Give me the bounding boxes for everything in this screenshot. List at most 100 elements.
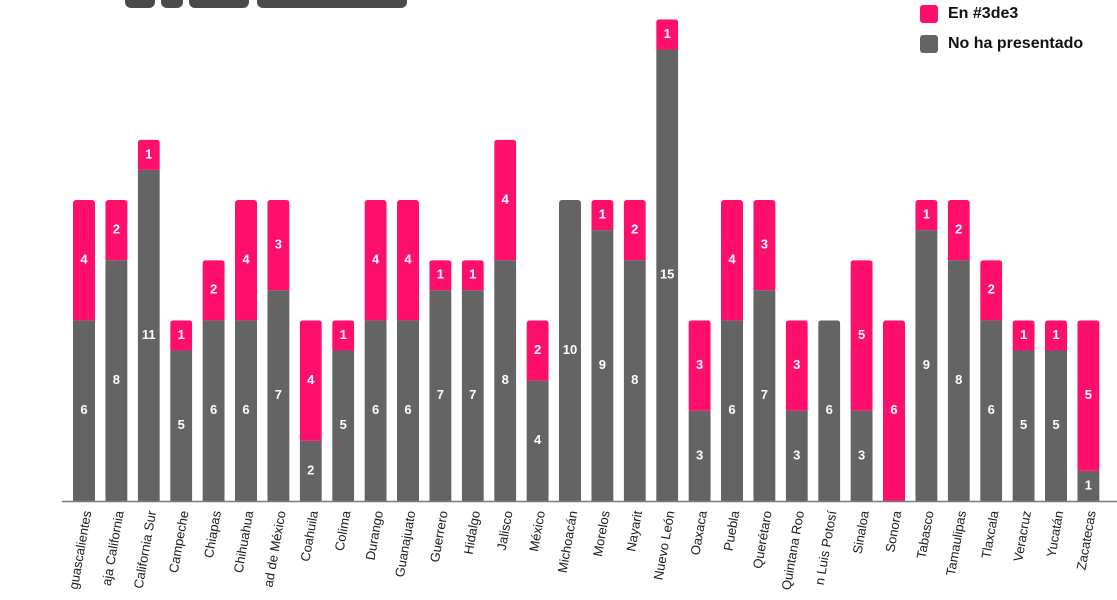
bar-declared — [591, 200, 614, 231]
bar-pending — [267, 290, 290, 501]
bar-label-pending: 6 — [210, 402, 217, 417]
legend-label-pending: No ha presentado — [948, 35, 1084, 52]
bar-pending — [170, 350, 193, 501]
bar-label-declared: 1 — [469, 267, 476, 282]
bar-label-pending: 7 — [469, 387, 476, 402]
bar-stack — [267, 200, 290, 501]
x-tick-label: Oaxaca — [687, 509, 710, 556]
bar-label-pending: 7 — [275, 387, 282, 402]
bar-stack — [461, 260, 484, 501]
bar-declared — [494, 139, 517, 261]
bar-declared — [915, 200, 938, 231]
bar-label-declared: 1 — [1020, 327, 1027, 342]
bar-label-pending: 4 — [534, 432, 542, 447]
bar-pending — [559, 200, 581, 501]
bar-label-declared: 1 — [178, 327, 185, 342]
bar-label-declared: 4 — [242, 252, 250, 267]
x-tick-label: Campeche — [166, 510, 192, 575]
bar-declared — [688, 320, 711, 411]
bar-declared — [235, 200, 257, 321]
bar-label-pending: 9 — [599, 357, 606, 372]
bar-stack — [494, 139, 517, 501]
bar-label-declared: 2 — [631, 222, 638, 237]
x-tick-label: Colima — [332, 509, 354, 552]
bar-stack — [397, 200, 419, 501]
bar-label-pending: 3 — [696, 447, 703, 462]
x-tick-label: California Sur — [131, 509, 160, 590]
bar-label-declared: 2 — [955, 222, 962, 237]
bar-pending — [591, 230, 614, 501]
x-tick-label: Puebla — [721, 509, 743, 552]
bar-stack — [591, 200, 614, 501]
bar-declared — [429, 260, 452, 291]
bar-pending — [235, 320, 257, 501]
x-tick-label: Guanajuato — [392, 510, 418, 579]
x-tick-label: Tamaulipas — [943, 509, 969, 577]
bar-pending — [980, 320, 1003, 501]
legend-item-declared: En #3de3 — [920, 4, 1083, 24]
bar-label-declared: 2 — [113, 222, 120, 237]
bar-pending — [1077, 470, 1100, 501]
bar-stack — [202, 260, 225, 501]
bar-stack — [850, 260, 873, 501]
bar-pending — [753, 290, 776, 501]
bar-declared — [850, 260, 873, 411]
x-tick-label: Guerrero — [427, 510, 451, 564]
bar-label-declared: 1 — [437, 267, 444, 282]
bar-declared — [623, 200, 646, 261]
x-tick-label: Quintana Roo — [778, 510, 807, 592]
bar-declared — [980, 260, 1003, 321]
bar-declared — [721, 200, 743, 321]
bar-label-pending: 5 — [1052, 417, 1059, 432]
x-tick-label: ad de México — [261, 510, 289, 589]
bar-label-declared: 4 — [307, 372, 315, 387]
bar-stack — [1045, 320, 1067, 501]
bar-declared — [299, 320, 322, 441]
bar-label-pending: 7 — [761, 387, 768, 402]
bar-label-pending: 3 — [793, 447, 800, 462]
bar-label-declared: 3 — [793, 357, 800, 372]
bar-label-pending: 5 — [340, 417, 347, 432]
bar-label-declared: 2 — [988, 282, 995, 297]
x-tick-label: Veracruz — [1010, 510, 1034, 563]
legend-label-declared: En #3de3 — [948, 5, 1019, 22]
bar-stack — [299, 320, 322, 501]
bar-declared — [947, 200, 970, 261]
bar-declared — [785, 320, 808, 411]
bar-stack — [753, 200, 776, 501]
bar-declared — [656, 19, 679, 50]
x-tick-label: Jalisco — [494, 510, 516, 552]
bar-pending — [721, 320, 743, 501]
bar-pending — [494, 260, 517, 501]
bar-stack — [656, 19, 679, 501]
bar-label-declared: 4 — [502, 191, 510, 206]
bar-stack — [559, 200, 581, 501]
bar-label-declared: 1 — [1052, 327, 1059, 342]
x-tick-label: Morelos — [590, 509, 613, 558]
bar-label-pending: 1 — [1085, 477, 1092, 492]
bar-label-pending: 10 — [563, 342, 577, 357]
bar-declared — [753, 200, 776, 291]
x-tick-label: n Luis Potosí — [812, 509, 840, 586]
legend-swatch-pending — [920, 35, 938, 53]
bar-pending — [332, 350, 355, 501]
bar-label-pending: 5 — [178, 417, 185, 432]
bar-stack — [688, 320, 711, 501]
bar-label-pending: 6 — [826, 402, 833, 417]
bar-label-declared: 2 — [534, 342, 541, 357]
bar-label-pending: 6 — [988, 402, 995, 417]
bar-stack — [1012, 320, 1035, 501]
bar-declared — [364, 200, 387, 321]
bar-pending — [137, 169, 160, 501]
bar-declared — [883, 320, 905, 501]
bar-pending — [1012, 350, 1035, 501]
bar-label-pending: 8 — [955, 372, 962, 387]
bar-label-pending: 7 — [437, 387, 444, 402]
bar-declared — [73, 200, 95, 321]
bar-declared — [137, 139, 160, 170]
x-tick-label: Tlaxcala — [978, 509, 1001, 560]
bar-pending — [299, 440, 322, 501]
bar-label-declared: 5 — [1085, 387, 1092, 402]
bar-label-declared: 1 — [340, 327, 347, 342]
